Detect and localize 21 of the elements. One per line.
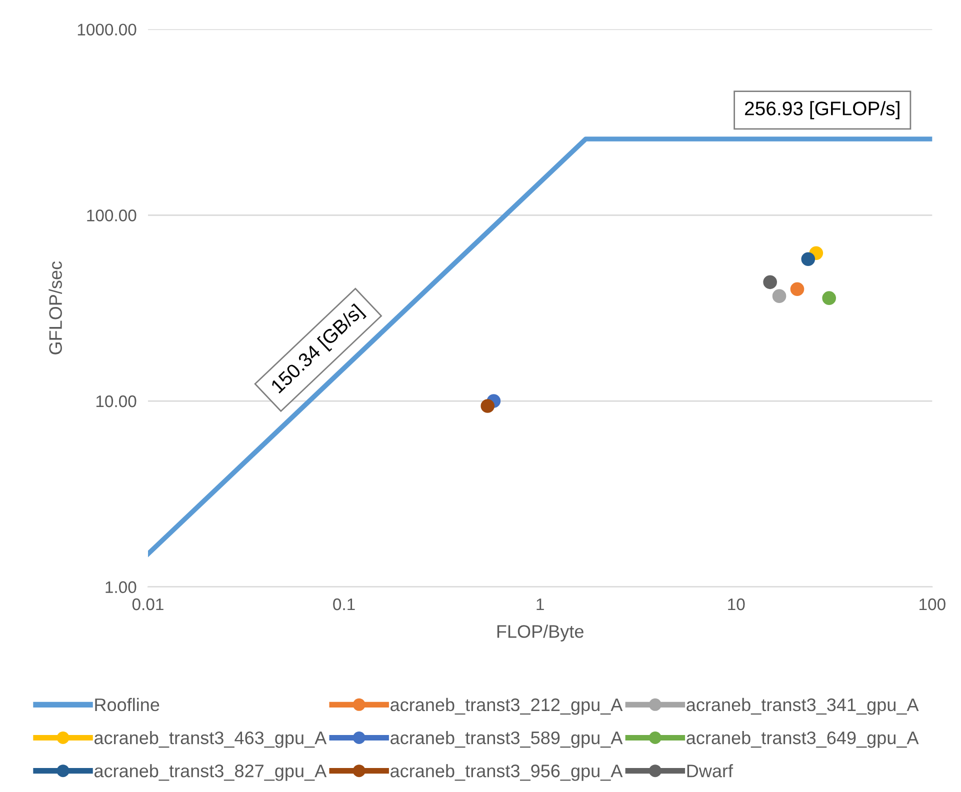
annotation: 256.93 [GFLOP/s]: [745, 101, 900, 120]
y-tick-label: 100.00: [87, 210, 136, 222]
legend-label: acraneb_transt3_341_gpu_A: [686, 698, 919, 715]
x-tick-label: 0.1: [333, 598, 355, 610]
x-axis-title: FLOP/Byte: [497, 624, 584, 642]
legend-label: acraneb_transt3_212_gpu_A: [390, 698, 623, 715]
y-tick-label: 1.00: [106, 581, 136, 594]
legend-label: acraneb_transt3_589_gpu_A: [390, 730, 623, 748]
legend-label: Roofline: [95, 698, 160, 712]
legend-label: acraneb_transt3_956_gpu_A: [390, 764, 623, 781]
legend-label: acraneb_transt3_649_gpu_A: [686, 730, 919, 748]
legend-label: acraneb_transt3_827_gpu_A: [94, 764, 327, 781]
x-tick-label: 10: [728, 598, 745, 610]
legend-label: acraneb_transt3_463_gpu_A: [94, 730, 327, 748]
x-tick-label: 1: [536, 598, 544, 610]
y-tick-label: 1000.00: [78, 24, 136, 36]
legend-label: Dwarf: [687, 764, 734, 778]
x-tick-label: 0.01: [132, 598, 164, 610]
y-tick-label: 10.00: [96, 395, 136, 408]
x-tick-label: 100: [920, 598, 946, 610]
y-axis-title: GFLOP/sec: [48, 261, 62, 354]
